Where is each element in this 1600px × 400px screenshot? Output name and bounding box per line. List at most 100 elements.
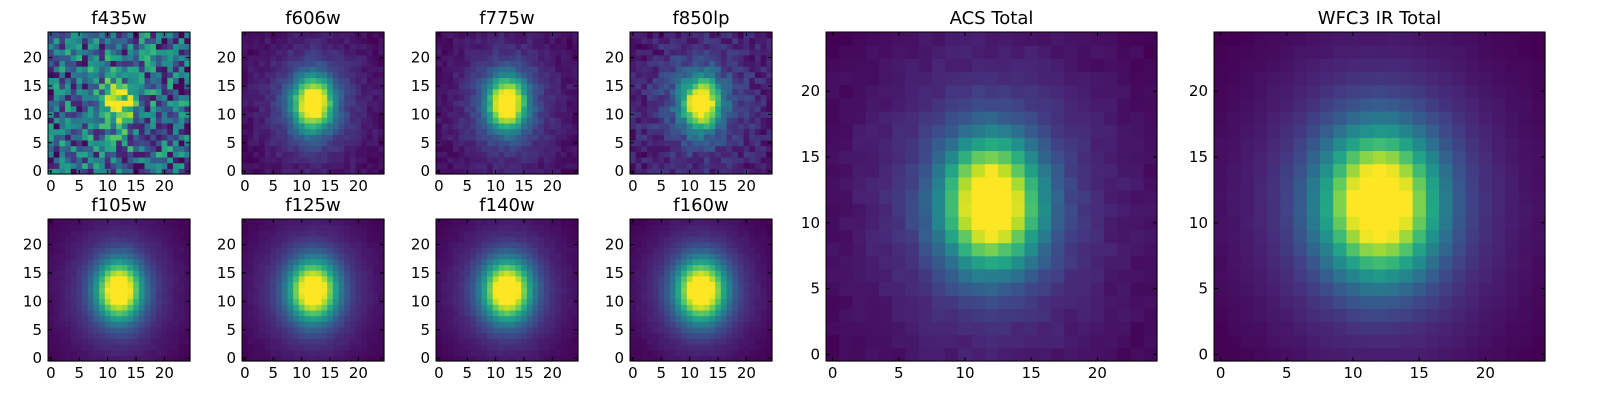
heatmap-cell	[669, 315, 677, 322]
heatmap-cell	[287, 162, 294, 169]
heatmap-cell	[372, 224, 379, 231]
heatmap-cell	[349, 162, 357, 169]
heatmap-cell	[327, 315, 334, 322]
heatmap-cell	[754, 151, 762, 158]
heatmap-cell	[121, 258, 129, 266]
heatmap-cell	[515, 83, 522, 90]
heatmap-cell	[298, 122, 306, 130]
heatmap-cell	[321, 43, 328, 50]
heatmap-cell	[572, 236, 579, 243]
heatmap-cell	[172, 100, 180, 107]
heatmap-cell	[555, 66, 562, 73]
heatmap-cell	[498, 145, 505, 152]
heatmap-cell	[76, 66, 83, 73]
heatmap-cell	[127, 128, 134, 135]
heatmap-cell	[184, 292, 191, 300]
heatmap-cell	[304, 83, 311, 90]
heatmap-cell	[82, 355, 89, 362]
heatmap-cell	[287, 343, 294, 351]
heatmap-cell	[138, 287, 146, 294]
heatmap-cell	[349, 292, 357, 300]
heatmap-cell	[355, 117, 362, 124]
heatmap-cell	[464, 94, 471, 101]
heatmap-cell	[133, 264, 140, 271]
heatmap-cell	[264, 128, 271, 135]
heatmap-cell	[82, 321, 89, 328]
heatmap-cell	[635, 162, 642, 169]
heatmap-cell	[698, 122, 705, 130]
heatmap-cell	[93, 83, 100, 90]
heatmap-cell	[737, 292, 745, 300]
heatmap-cell	[635, 37, 642, 44]
heatmap-cell	[630, 281, 637, 288]
heatmap-cell	[332, 326, 340, 334]
heatmap-cell	[150, 236, 157, 243]
heatmap-cell	[259, 111, 266, 118]
heatmap-cell	[498, 258, 505, 266]
heatmap-cell	[658, 43, 665, 50]
heatmap-cell	[543, 321, 551, 328]
heatmap-cell	[184, 32, 191, 39]
heatmap-cell	[447, 304, 454, 311]
heatmap-cell	[504, 128, 511, 135]
heatmap-cell	[150, 60, 157, 67]
heatmap-cell	[366, 315, 374, 322]
heatmap-cell	[298, 343, 306, 351]
heatmap-cell	[167, 236, 174, 243]
heatmap-cell	[155, 162, 163, 169]
heatmap-cell	[247, 315, 254, 322]
heatmap-cell	[572, 134, 579, 141]
heatmap-cell	[76, 43, 83, 50]
heatmap-cell	[281, 349, 289, 356]
heatmap-cell	[372, 292, 379, 300]
heatmap-cell	[715, 88, 722, 96]
heatmap-cell	[709, 100, 716, 107]
heatmap-cell	[59, 168, 66, 175]
heatmap-cell	[543, 224, 551, 231]
heatmap-cell	[669, 88, 677, 96]
heatmap-cell	[361, 66, 368, 73]
heatmap-cell	[344, 304, 351, 311]
heatmap-cell	[686, 43, 694, 50]
heatmap-cell	[652, 292, 659, 300]
heatmap-cell	[532, 349, 539, 356]
heatmap-cell	[65, 128, 72, 135]
heatmap-cell	[127, 230, 134, 237]
heatmap-cell	[481, 315, 488, 322]
heatmap-cell	[521, 71, 528, 79]
heatmap-cell	[270, 151, 277, 158]
heatmap-cell	[332, 60, 340, 67]
heatmap-cell	[658, 54, 665, 61]
heatmap-cell	[82, 111, 89, 118]
heatmap-cell	[344, 100, 351, 107]
heatmap-cell	[264, 156, 271, 164]
heatmap-cell	[749, 128, 756, 135]
heatmap-cell	[526, 117, 534, 124]
heatmap-cell	[566, 321, 573, 328]
heatmap-cell	[509, 355, 517, 362]
heatmap-cell	[492, 77, 500, 84]
heatmap-cell	[150, 105, 157, 113]
heatmap-cell	[349, 151, 357, 158]
heatmap-cell	[760, 117, 767, 124]
heatmap-cell	[378, 281, 385, 288]
heatmap-cell	[715, 71, 722, 79]
heatmap-cell	[737, 338, 745, 345]
heatmap-cell	[555, 156, 562, 164]
heatmap-cell	[315, 77, 323, 84]
heatmap-cell	[447, 338, 454, 345]
heatmap-cell	[509, 37, 517, 44]
heatmap-cell	[447, 139, 454, 147]
x-tick-label: 5	[268, 177, 278, 195]
heatmap-cell	[361, 275, 368, 283]
heatmap-cell	[116, 281, 123, 288]
heatmap-cell	[366, 275, 374, 283]
heatmap-cell	[76, 275, 83, 283]
heatmap-cell	[355, 122, 362, 130]
heatmap-cell	[441, 88, 448, 96]
heatmap-cell	[726, 32, 733, 39]
heatmap-cell	[76, 281, 83, 288]
heatmap-cell	[344, 151, 351, 158]
heatmap-cell	[65, 236, 72, 243]
heatmap-cell	[270, 247, 277, 254]
